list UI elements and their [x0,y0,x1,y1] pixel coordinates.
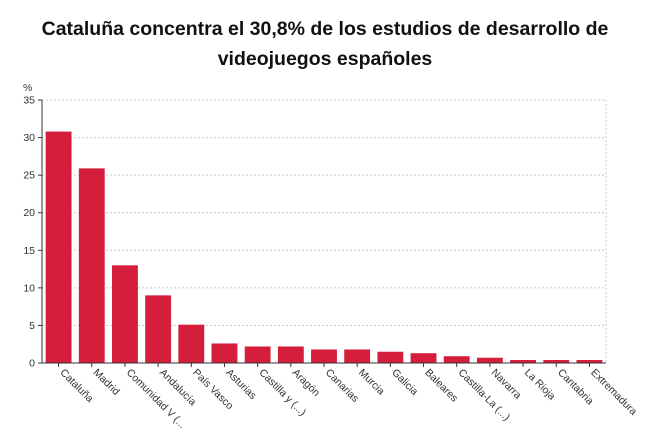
bar [576,359,603,363]
bar [344,349,371,363]
bar [145,295,172,363]
y-tick-label: 35 [23,95,35,107]
y-tick-label: 15 [23,245,35,257]
bar [211,343,238,363]
chart-title: Cataluña concentra el 30,8% de los estud… [0,14,650,74]
bar [244,346,271,363]
bar [311,349,337,363]
bar [45,131,72,363]
y-axis-ticks: 0 5 10 15 20 25 30 35 [23,95,42,370]
x-tick-label: Extremadura [588,367,639,418]
y-tick-label: 10 [23,282,35,294]
bar [510,359,536,363]
bar [543,359,570,363]
x-tick-label: La Rioja [522,367,558,403]
bar [178,324,205,363]
chart-title-line-2: videojuegos españoles [217,48,433,70]
y-tick-label: 30 [23,132,35,144]
y-tick-label: 5 [29,320,35,332]
x-tick-label: Baleares [422,367,460,405]
bar [78,168,105,363]
y-axis-label: % [23,82,32,94]
x-tick-label: Comunidad V (... [124,367,188,431]
bar [476,357,503,363]
y-tick-label: 0 [29,358,35,370]
x-tick-label: Galicia [389,367,420,398]
bar [410,353,437,363]
y-tick-label: 25 [23,170,35,182]
x-tick-label: Murcia [356,367,387,398]
x-tick-label: Canarias [323,367,361,405]
chart-title-line-1: Cataluña concentra el 30,8% de los estud… [41,18,609,40]
x-tick-label: Aragón [290,367,323,400]
bar [277,346,304,363]
bar [443,356,470,363]
y-tick-label: 20 [23,207,35,219]
bar [377,351,404,363]
x-tick-label: Madrid [91,367,122,398]
bars [45,131,603,363]
bar [112,265,138,363]
x-tick-label: Cataluña [57,367,95,405]
